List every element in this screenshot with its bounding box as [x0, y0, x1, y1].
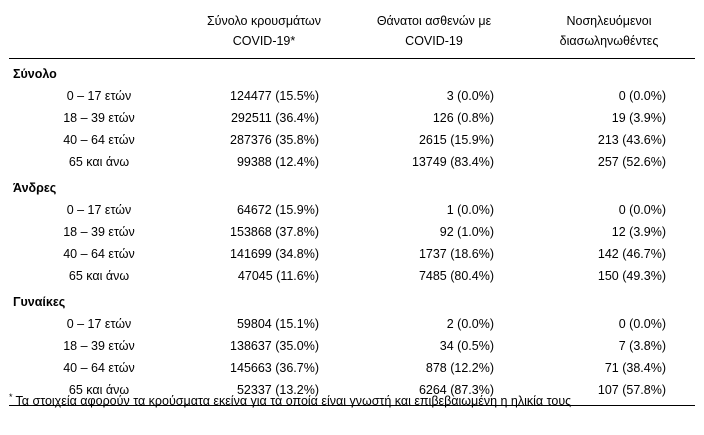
- footnote-text: Τα στοιχεία αφορούν τα κρούσματα εκείνα …: [15, 394, 572, 408]
- intubated-cell: 71 (38.4%): [604, 361, 666, 375]
- header-intubated: Νοσηλευόμενοι διασωληνωθέντες: [534, 11, 684, 51]
- table-row: 18 – 39 ετών 138637 (35.0%) 34 (0.5%) 7 (3.…: [9, 335, 695, 357]
- deaths-cell: 2 (0.0%): [446, 317, 494, 331]
- cases-cell: 52337 (13.2%): [236, 383, 319, 397]
- header-total-cases-line2: COVID-19*: [232, 34, 296, 48]
- footnote-marker: *: [9, 392, 13, 402]
- deaths-cell: 34 (0.5%): [439, 339, 494, 353]
- header-intubated-line1: Νοσηλευόμενοι: [566, 14, 652, 28]
- table-section: Σύνολο 0 – 17 ετών 124477 (15.5%) 3 (0.0%) 0…: [9, 63, 695, 173]
- deaths-cell: 878 (12.2%): [425, 361, 494, 375]
- deaths-cell: 126 (0.8%): [432, 111, 494, 125]
- header-deaths-line1: Θάνατοι ασθενών με: [376, 14, 492, 28]
- row-label: 18 – 39 ετών: [63, 225, 135, 239]
- cases-cell: 124477 (15.5%): [230, 89, 319, 103]
- row-label: 65 και άνω: [68, 269, 130, 283]
- deaths-cell: 2615 (15.9%): [418, 133, 494, 147]
- table-row: 40 – 64 ετών 287376 (35.8%) 2615 (15.9%) 21…: [9, 129, 695, 151]
- row-label: 65 και άνω: [68, 383, 130, 397]
- deaths-cell: 6264 (87.3%): [418, 383, 494, 397]
- cases-cell: 59804 (15.1%): [236, 317, 319, 331]
- cases-cell: 153868 (37.8%): [230, 225, 319, 239]
- intubated-cell: 213 (43.6%): [597, 133, 666, 147]
- table-row: 0 – 17 ετών 124477 (15.5%) 3 (0.0%) 0 (0.0%…: [9, 85, 695, 107]
- table-row: 65 και άνω 52337 (13.2%) 6264 (87.3%) 107 (…: [9, 379, 695, 401]
- footnote: * Τα στοιχεία αφορούν τα κρούσματα εκείνα…: [9, 392, 699, 408]
- intubated-cell: 142 (46.7%): [597, 247, 666, 261]
- header-total-cases-line1: Σύνολο κρουσμάτων: [206, 14, 322, 28]
- table-section: Άνδρες 0 – 17 ετών 64672 (15.9%) 1 (0.0%) 0 …: [9, 177, 695, 287]
- table-body: Σύνολο 0 – 17 ετών 124477 (15.5%) 3 (0.0%) 0…: [9, 63, 695, 406]
- cases-cell: 292511 (36.4%): [230, 111, 319, 125]
- intubated-cell: 0 (0.0%): [618, 89, 666, 103]
- intubated-cell: 150 (49.3%): [597, 269, 666, 283]
- deaths-cell: 1 (0.0%): [446, 203, 494, 217]
- section-title: Σύνολο: [13, 67, 57, 81]
- table-bottom-rule: [9, 405, 695, 406]
- cases-cell: 64672 (15.9%): [236, 203, 319, 217]
- deaths-cell: 7485 (80.4%): [418, 269, 494, 283]
- intubated-cell: 0 (0.0%): [618, 317, 666, 331]
- intubated-cell: 257 (52.6%): [597, 155, 666, 169]
- section-title: Γυναίκες: [13, 295, 66, 309]
- table-row: 40 – 64 ετών 145663 (36.7%) 878 (12.2%) 71 …: [9, 357, 695, 379]
- intubated-cell: 19 (3.9%): [611, 111, 666, 125]
- table-row: 40 – 64 ετών 141699 (34.8%) 1737 (18.6%) 14…: [9, 243, 695, 265]
- row-label: 40 – 64 ετών: [63, 133, 135, 147]
- cases-cell: 47045 (11.6%): [237, 269, 319, 283]
- table-row: 0 – 17 ετών 64672 (15.9%) 1 (0.0%) 0 (0.0%): [9, 199, 695, 221]
- cases-cell: 145663 (36.7%): [230, 361, 319, 375]
- table-header: Σύνολο κρουσμάτων COVID-19* Θάνατοι ασθε…: [9, 6, 695, 59]
- row-label: 18 – 39 ετών: [63, 339, 135, 353]
- intubated-cell: 0 (0.0%): [618, 203, 666, 217]
- cases-cell: 138637 (35.0%): [230, 339, 319, 353]
- row-label: 18 – 39 ετών: [63, 111, 135, 125]
- intubated-cell: 107 (57.8%): [597, 383, 666, 397]
- deaths-cell: 3 (0.0%): [446, 89, 494, 103]
- cases-cell: 141699 (34.8%): [230, 247, 319, 261]
- header-deaths: Θάνατοι ασθενών με COVID-19: [354, 11, 514, 51]
- row-label: 0 – 17 ετών: [66, 89, 132, 103]
- table-row: 18 – 39 ετών 153868 (37.8%) 92 (1.0%) 12 (3…: [9, 221, 695, 243]
- header-total-cases: Σύνολο κρουσμάτων COVID-19*: [189, 11, 339, 51]
- statistics-table: Σύνολο κρουσμάτων COVID-19* Θάνατοι ασθε…: [9, 6, 695, 406]
- deaths-cell: 92 (1.0%): [439, 225, 494, 239]
- table-row: 65 και άνω 99388 (12.4%) 13749 (83.4%) 257 …: [9, 151, 695, 173]
- table-row: 0 – 17 ετών 59804 (15.1%) 2 (0.0%) 0 (0.0%): [9, 313, 695, 335]
- table-section: Γυναίκες 0 – 17 ετών 59804 (15.1%) 2 (0.0%)…: [9, 291, 695, 406]
- header-deaths-line2: COVID-19: [405, 34, 463, 48]
- deaths-cell: 1737 (18.6%): [418, 247, 494, 261]
- row-label: 0 – 17 ετών: [66, 203, 132, 217]
- row-label: 40 – 64 ετών: [63, 361, 135, 375]
- cases-cell: 287376 (35.8%): [230, 133, 319, 147]
- table-row: 18 – 39 ετών 292511 (36.4%) 126 (0.8%) 19 (…: [9, 107, 695, 129]
- intubated-cell: 7 (3.8%): [618, 339, 666, 353]
- row-label: 40 – 64 ετών: [63, 247, 135, 261]
- table-row: 65 και άνω 47045 (11.6%) 7485 (80.4%) 150 (…: [9, 265, 695, 287]
- section-title: Άνδρες: [13, 181, 57, 195]
- header-intubated-line2: διασωληνωθέντες: [559, 34, 659, 48]
- deaths-cell: 13749 (83.4%): [411, 155, 494, 169]
- intubated-cell: 12 (3.9%): [611, 225, 666, 239]
- cases-cell: 99388 (12.4%): [236, 155, 319, 169]
- row-label: 0 – 17 ετών: [66, 317, 132, 331]
- row-label: 65 και άνω: [68, 155, 130, 169]
